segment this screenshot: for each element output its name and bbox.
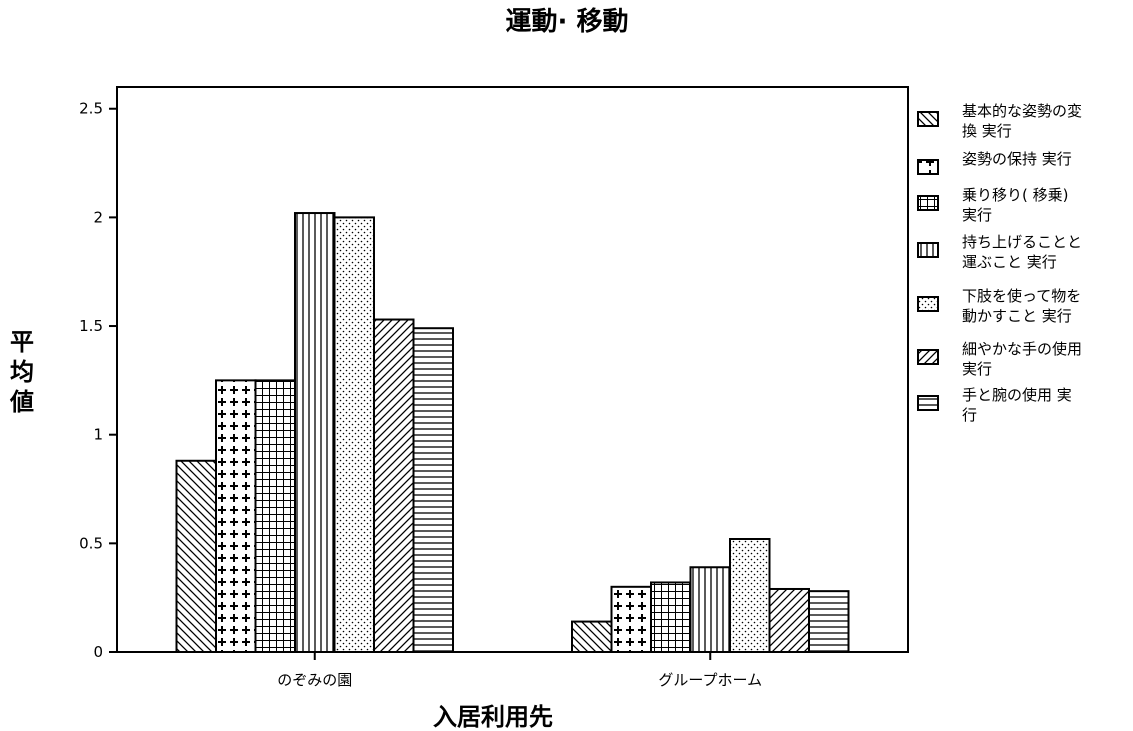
bar (808, 590, 850, 654)
y-tick-label: 1.5 (79, 317, 103, 335)
bar (768, 587, 810, 654)
y-axis-label-char: 均 (10, 358, 34, 386)
legend-swatch (917, 296, 939, 312)
bar (333, 216, 375, 653)
legend-swatch (917, 159, 939, 175)
legend-label: 手と腕の使用 実 (962, 386, 1072, 404)
y-tick-label: 0.5 (79, 534, 103, 552)
y-axis-label-char: 値 (9, 388, 34, 416)
legend-swatch (917, 242, 939, 258)
bars (175, 212, 850, 654)
legend-label: 基本的な姿勢の変 (962, 102, 1082, 120)
y-axis: 0 0.5 1 1.5 2 2.5 (79, 100, 117, 661)
legend-label: 姿勢の保持 実行 (962, 150, 1072, 168)
legend-label: 行 (962, 406, 977, 424)
legend-swatch (917, 111, 939, 127)
chart-title: 運動· 移動 (506, 7, 629, 37)
legend-label: 実行 (962, 206, 992, 224)
legend-label: 運ぶこと 実行 (962, 253, 1057, 271)
x-axis-label: 入居利用先 (433, 703, 553, 731)
legend-label: 乗り移り( 移乗) (962, 186, 1068, 204)
bar (175, 459, 217, 653)
x-axis: のぞみの園 グループホーム (277, 652, 762, 689)
legend-swatch (917, 349, 939, 365)
legend-label: 持ち上げることと (962, 233, 1082, 251)
y-axis-label-char: 平 (10, 328, 34, 356)
y-tick-label: 2.5 (79, 100, 103, 118)
legend-label: 動かすこと 実行 (962, 307, 1072, 325)
legend-swatch (917, 395, 939, 411)
x-tick-label: のぞみの園 (277, 671, 352, 689)
legend-label: 実行 (962, 360, 992, 378)
legend-swatch (917, 195, 939, 211)
y-axis-label: 平均値 (9, 328, 34, 416)
bar (294, 212, 336, 654)
bar (254, 379, 296, 653)
plot-area (116, 86, 909, 653)
x-tick-label: グループホーム (658, 671, 762, 689)
legend-label: 下肢を使って物を (962, 287, 1081, 305)
bar (373, 318, 415, 653)
bar (689, 566, 731, 653)
bar (650, 581, 692, 654)
y-tick-label: 2 (93, 208, 103, 226)
bar (215, 379, 257, 653)
bar (412, 327, 454, 653)
y-tick-label: 1 (93, 426, 103, 444)
bar (729, 538, 771, 653)
legend-label: 換 実行 (962, 122, 1012, 140)
bar (571, 620, 613, 653)
legend-label: 細やかな手の使用 (962, 340, 1082, 358)
y-tick-label: 0 (93, 643, 103, 661)
bar (610, 585, 652, 653)
